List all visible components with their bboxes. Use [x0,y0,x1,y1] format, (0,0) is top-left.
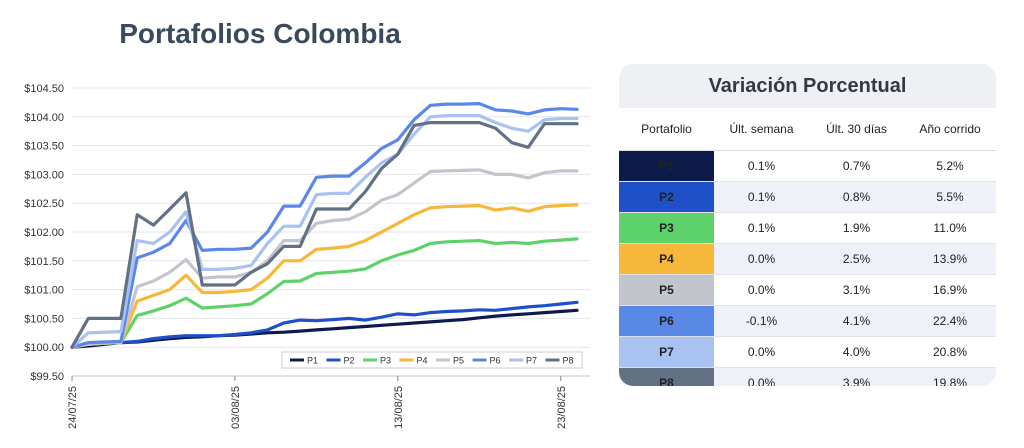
chart-legend: P1 P2 P3 P4 P5 P6 P7 P8 [281,351,583,369]
series-line-p1 [70,308,579,349]
table-title: Variación Porcentual [708,75,907,97]
x-tick-label: 13/08/25 [393,386,405,429]
portfolio-name-cell: P2 [619,181,714,213]
y-tick-label: $103.50 [24,141,64,153]
ytd-cell: 22.4% [904,305,996,337]
line-chart: $99.50 $100.00 $100.50 $101.00 $101.50 $102.0… [24,83,590,429]
ytd-cell: 5.5% [904,181,996,213]
series-line-p6 [70,101,579,349]
table-row: P7 0.0% 4.0% 20.8% [619,336,996,368]
ytd-cell: 13.9% [904,243,996,275]
month-cell: 1.9% [809,212,904,244]
portfolio-name-cell: P5 [619,274,714,306]
header-ytd: Año corrido [904,108,996,151]
series-line-p4 [70,203,579,349]
series-line-p3 [70,237,579,349]
x-tick-label: 24/07/25 [67,386,79,429]
y-tick-label: $101.00 [24,285,64,297]
y-tick-label: $99.50 [30,371,64,383]
legend-label: P3 [380,356,391,366]
variation-panel: Variación Porcentual Portafolio Últ. sem… [619,64,996,386]
ytd-cell: 16.9% [904,274,996,306]
month-cell: 4.1% [809,305,904,337]
portfolio-name-cell: P8 [619,367,714,386]
y-tick-label: $100.00 [24,342,64,354]
table-header-row: Portafolio Últ. semana Últ. 30 días Año … [619,108,996,151]
y-tick-label: $102.00 [24,227,64,239]
table-row: P4 0.0% 2.5% 13.9% [619,243,996,275]
header-portafolio: Portafolio [619,108,714,151]
legend-label: P8 [563,356,574,366]
month-cell: 2.5% [809,243,904,275]
portfolio-name-cell: P4 [619,243,714,275]
month-cell: 3.9% [809,367,904,386]
legend-label: P5 [453,356,464,366]
portfolio-name-cell: P7 [619,336,714,368]
legend-label: P6 [490,356,501,366]
month-cell: 4.0% [809,336,904,368]
y-tick-label: $101.50 [24,256,64,268]
series-line-p8 [70,120,579,349]
y-tick-label: $104.00 [24,112,64,124]
table-row: P1 0.1% 0.7% 5.2% [619,150,996,182]
week-cell: 0.1% [714,150,809,182]
variation-table: Portafolio Últ. semana Últ. 30 días Año … [619,108,996,386]
portfolio-name-cell: P6 [619,305,714,337]
portfolio-name-cell: P1 [619,150,714,182]
week-cell: 0.0% [714,243,809,275]
table-row: P3 0.1% 1.9% 11.0% [619,212,996,244]
legend-label: P1 [307,356,318,366]
header-week: Últ. semana [714,108,809,151]
week-cell: 0.1% [714,181,809,213]
y-tick-label: $102.50 [24,198,64,210]
legend-box [281,351,583,369]
ytd-cell: 19.8% [904,367,996,386]
table-row: P6 -0.1% 4.1% 22.4% [619,305,996,337]
ytd-cell: 5.2% [904,150,996,182]
y-tick-label: $104.50 [24,83,64,95]
series-line-p2 [70,300,579,349]
x-tick-label: 23/08/25 [556,386,568,429]
week-cell: 0.1% [714,212,809,244]
legend-label: P2 [344,356,355,366]
week-cell: 0.0% [714,367,809,386]
y-tick-label: $100.50 [24,313,64,325]
month-cell: 0.7% [809,150,904,182]
ytd-cell: 11.0% [904,212,996,244]
week-cell: 0.0% [714,274,809,306]
y-tick-label: $103.00 [24,169,64,181]
x-tick-label: 03/08/25 [230,386,242,429]
portfolio-name-cell: P3 [619,212,714,244]
table-row: P8 0.0% 3.9% 19.8% [619,367,996,386]
chart-title: Portafolios Colombia [119,18,401,49]
week-cell: -0.1% [714,305,809,337]
series-line-p5 [70,168,579,349]
month-cell: 3.1% [809,274,904,306]
ytd-cell: 20.8% [904,336,996,368]
series-line-p7 [70,113,579,349]
week-cell: 0.0% [714,336,809,368]
legend-label: P7 [526,356,537,366]
header-month: Últ. 30 días [809,108,904,151]
table-row: P5 0.0% 3.1% 16.9% [619,274,996,306]
table-row: P2 0.1% 0.8% 5.5% [619,181,996,213]
month-cell: 0.8% [809,181,904,213]
legend-label: P4 [417,356,428,366]
